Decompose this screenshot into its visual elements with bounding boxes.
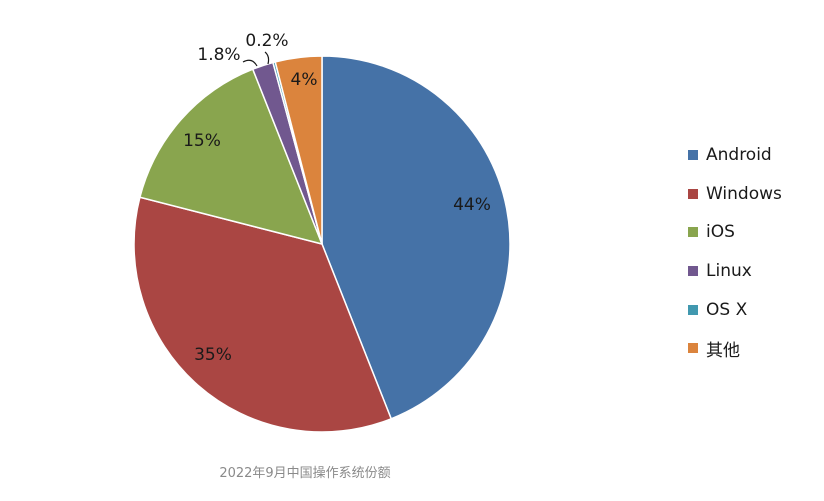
data-label-other: 4% — [291, 70, 318, 90]
legend-label-linux: Linux — [706, 261, 752, 282]
pie-slice-ios — [138, 68, 324, 246]
pie-slice-other — [274, 55, 323, 245]
pie-slice-android — [321, 55, 511, 420]
legend-item-ios: iOS — [688, 213, 818, 252]
legend-label-other: 其他 — [706, 340, 740, 361]
legend-item-osx: OS X — [688, 290, 818, 329]
data-label-windows: 35% — [194, 345, 232, 365]
data-label-osx: 0.2% — [245, 31, 288, 51]
legend-swatch-linux — [688, 266, 698, 277]
legend-label-windows: Windows — [706, 183, 782, 204]
legend-item-windows: Windows — [688, 175, 818, 214]
legend-item-linux: Linux — [688, 252, 818, 291]
legend-swatch-ios — [688, 227, 698, 238]
legend-item-other: 其他 — [688, 329, 818, 368]
data-label-ios: 15% — [183, 131, 221, 151]
leader-line — [242, 51, 270, 67]
legend-label-ios: iOS — [706, 222, 735, 243]
legend-swatch-android — [688, 150, 698, 161]
legend-swatch-other — [688, 343, 698, 354]
legend-label-osx: OS X — [706, 299, 748, 320]
chart-caption: 2022年9月中国操作系统份额 — [219, 466, 391, 481]
data-label-linux: 1.8% — [197, 45, 240, 65]
legend-label-android: Android — [706, 145, 772, 166]
pie-slice-windows — [133, 196, 393, 433]
legend-item-android: Android — [688, 136, 818, 175]
legend: Android Windows iOS Linux OS X 其他 — [688, 136, 818, 368]
legend-swatch-windows — [688, 188, 698, 199]
data-label-android: 44% — [453, 195, 491, 215]
legend-swatch-osx — [688, 304, 698, 315]
